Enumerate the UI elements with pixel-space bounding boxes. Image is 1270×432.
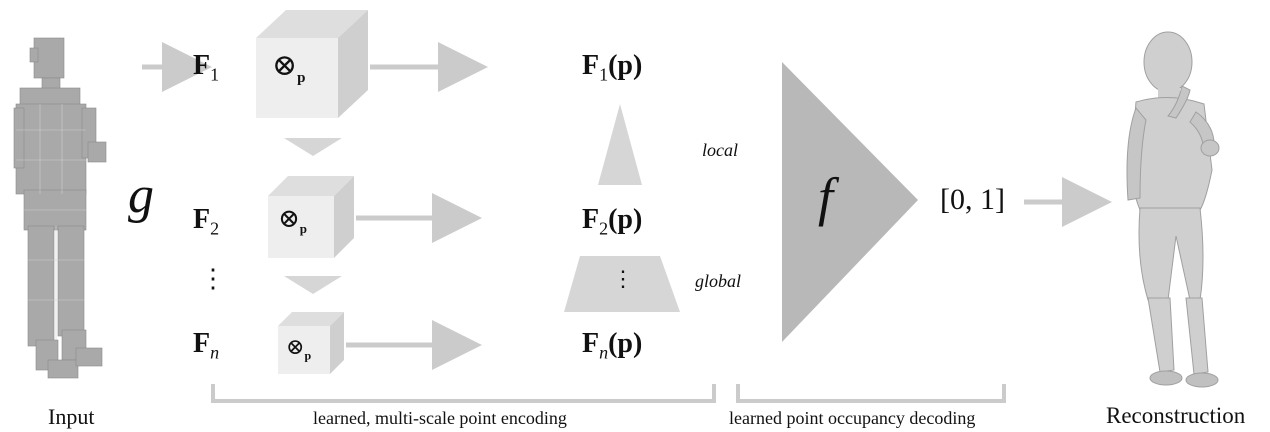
encoding-caption: learned, multi-scale point encoding — [309, 408, 571, 429]
feature-label-2: F2 — [193, 204, 219, 240]
sampling-cube-3 — [278, 312, 344, 374]
otimes-symbol: ⊗ — [272, 49, 298, 82]
feature-ellipsis: ⋮ — [200, 264, 226, 293]
feature-sub: 2 — [210, 218, 220, 239]
point-feature-name: F — [582, 50, 600, 81]
encoding-bracket — [211, 384, 716, 403]
voxel-human-icon — [13, 37, 107, 379]
point-feature-name: F — [582, 204, 600, 235]
sample-op-sub: p — [299, 221, 308, 237]
point-feature-arg: (p) — [608, 204, 643, 235]
feature-name: F — [193, 50, 211, 81]
local-triangle — [598, 104, 642, 185]
sample-op-2: ⊗p — [278, 204, 307, 237]
occupancy-range: [0, 1] — [940, 183, 1005, 216]
decoding-caption: learned point occupancy decoding — [725, 408, 980, 429]
point-feature-sub: 1 — [599, 64, 609, 85]
local-label: local — [702, 140, 738, 160]
feature-name: F — [193, 204, 211, 235]
downsample-arrow-2 — [284, 276, 342, 294]
feature-sub: n — [210, 342, 220, 363]
feature-sub: 1 — [210, 64, 220, 85]
point-feature-arg: (p) — [608, 328, 643, 359]
decoder-symbol: f — [818, 167, 834, 227]
sample-op-sub: p — [304, 348, 312, 363]
point-feature-2: F2(p) — [582, 204, 642, 240]
decoder-triangle — [782, 62, 918, 342]
otimes-symbol: ⊗ — [278, 204, 300, 233]
reconstruction-human-icon — [1126, 31, 1220, 388]
sample-op-sub: p — [297, 70, 306, 86]
reconstruction-label: Reconstruction — [1106, 403, 1246, 428]
point-feature-name: F — [582, 328, 600, 359]
point-feature-1: F1(p) — [582, 50, 642, 86]
feature-label-n: Fn — [193, 328, 219, 364]
point-feature-n: Fn(p) — [582, 328, 642, 364]
point-feature-arg: (p) — [608, 50, 643, 81]
voxel-grid-lines — [16, 104, 86, 340]
sampling-cube-2 — [268, 176, 354, 258]
sample-op-1: ⊗p — [272, 48, 305, 87]
point-feature-sub: 2 — [599, 218, 609, 239]
global-trapezoid — [564, 256, 680, 312]
feature-name: F — [193, 328, 211, 359]
sample-op-n: ⊗p — [286, 334, 311, 363]
feature-label-1: F1 — [193, 50, 219, 86]
sampling-cube-1 — [256, 10, 368, 118]
encoder-symbol: g — [128, 167, 154, 224]
pyramid-ellipsis: ⋮ — [612, 266, 634, 291]
global-label: global — [695, 271, 742, 291]
decoding-bracket — [736, 384, 1006, 403]
downsample-arrow-1 — [284, 138, 342, 156]
input-label: Input — [48, 404, 95, 429]
otimes-symbol: ⊗ — [286, 334, 305, 359]
point-feature-sub: n — [599, 342, 609, 363]
